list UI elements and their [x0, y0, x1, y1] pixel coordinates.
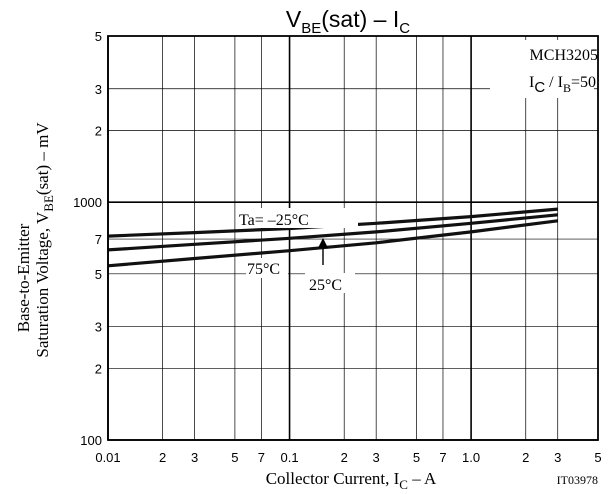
y-tick-label: 7 — [95, 232, 102, 247]
y-tick-label: 2 — [95, 361, 102, 376]
title-main-sub: BE — [301, 20, 321, 37]
x-axis-label: Collector Current, IC – A — [266, 469, 437, 492]
x-tick-label: 7 — [258, 450, 265, 465]
chart-title: VBE(sat) – IC — [286, 6, 410, 37]
x-tick-label: 5 — [231, 450, 238, 465]
series-line — [107, 219, 558, 268]
x-tick-label: 2 — [341, 450, 348, 465]
x-tick-label: 7 — [439, 450, 446, 465]
device-name: MCH3205 — [530, 47, 598, 64]
x-tick-label: 3 — [554, 450, 561, 465]
title-tail-sub: C — [399, 20, 410, 37]
label-75c: 75°C — [247, 261, 280, 278]
series-line — [107, 213, 558, 252]
y-tick-label: 3 — [95, 320, 102, 335]
y-axis-label-line1: Base-to-Emitter — [14, 223, 33, 332]
x-tick-label: 0.01 — [95, 450, 120, 465]
label-25c: 25°C — [309, 277, 342, 294]
arrow-head — [318, 238, 328, 248]
x-tick-label: 5 — [413, 450, 420, 465]
figure-code: IT03978 — [557, 473, 598, 487]
y-tick-label: 1000 — [73, 195, 102, 210]
x-tick-label: 2 — [522, 450, 529, 465]
x-tick-label: 3 — [191, 450, 198, 465]
y-tick-label: 3 — [95, 82, 102, 97]
y-tick-label: 5 — [95, 267, 102, 282]
tick-labels: 0.01 2 3 5 7 0.1 2 3 5 7 1.0 2 3 5 100 2 3 5 7 1000 2 3 5 — [73, 29, 602, 465]
label-ta-minus25: Ta= –25°C — [239, 212, 309, 229]
condition-ratio: IC / IB=50 — [529, 74, 596, 96]
x-tick-label: 2 — [159, 450, 166, 465]
plot-frame — [107, 35, 599, 441]
x-tick-label: 5 — [594, 450, 601, 465]
title-main: V — [286, 6, 302, 32]
y-tick-label: 100 — [80, 433, 102, 448]
x-tick-label: 0.1 — [281, 450, 299, 465]
y-tick-label: 2 — [95, 124, 102, 139]
y-axis-label-line2: Saturation Voltage, VBE(sat) – mV — [33, 122, 56, 358]
x-tick-label: 3 — [373, 450, 380, 465]
title-tail: (sat) – I — [321, 6, 399, 32]
x-tick-label: 1.0 — [462, 450, 480, 465]
y-tick-label: 5 — [95, 29, 102, 44]
